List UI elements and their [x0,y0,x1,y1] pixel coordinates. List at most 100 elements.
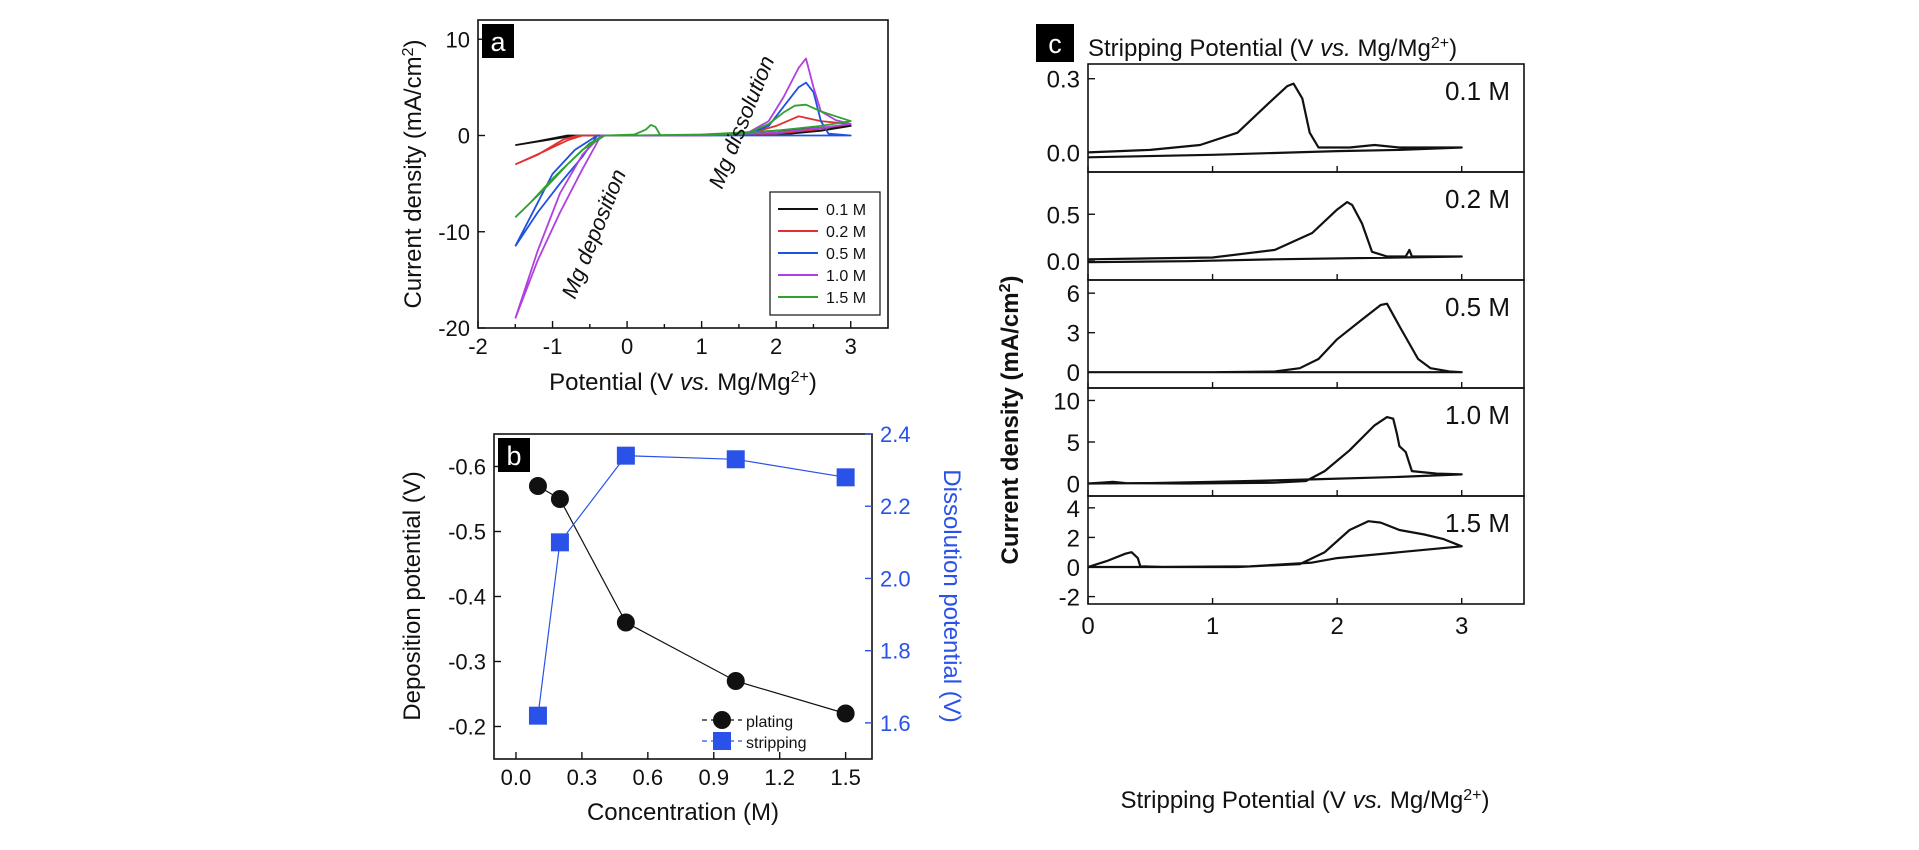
panel-c-y-tick-label: 2 [1067,525,1080,552]
panel-a-label: a [490,27,506,57]
panel-c-label: c [1048,29,1062,59]
panel-a-xlabel: Potential (V vs. Mg/Mg2+) [549,369,817,397]
panel-b-y-tick-label: -0.3 [448,650,486,675]
series-line-plating [537,485,846,715]
panel-b-y2-tick-label: 1.6 [880,711,911,736]
panel-b-y2-tick-label: 2.0 [880,566,911,591]
panel-a-legend: 0.1 M 0.2 M 0.5 M 1.0 M 1.5 M [769,191,881,316]
panel-c-concentration-label: 0.5 M [1445,292,1510,322]
data-point-plating [550,490,569,508]
panel-b-legend: plating stripping [702,711,806,752]
legend-label-0-1-m: 0.1 M [826,202,866,219]
panel-c-y-tick-label: 6 [1067,281,1080,308]
panel-b-y2-tick-label: 1.8 [880,639,911,664]
panel-c-ylabel: Current density (mA/cm2) [997,276,1025,565]
panel-a-annotation-deposition: Mg deposition [556,165,630,301]
panel-b-y-tick-label: -0.6 [448,455,486,480]
legend-label-0-2-m: 0.2 M [826,224,866,241]
panel-b-x-tick-label: 0.6 [633,765,664,790]
panel-b-ylabel: Deposition potential (V) [399,471,426,720]
panel-a-x-tick-label: 2 [770,334,782,359]
panel-a-y-tick-label: 10 [446,27,470,52]
legend-label-1-0-m: 1.0 M [826,268,866,285]
panel-c-concentration-label: 0.1 M [1445,76,1510,106]
panel-a-x-tick-label: 1 [696,334,708,359]
panel-a-x-tick-label: 0 [621,334,633,359]
panel-c-concentration-label: 0.2 M [1445,184,1510,214]
panel-c-y-tick-label: 0 [1067,360,1080,387]
panel-b-y-tick-label: -0.5 [448,520,486,545]
data-point-plating [836,704,855,723]
series-line-0-1-m [1087,82,1463,159]
panel-c-subplot-1-5-m: -2 0 24 1.5 M [1059,495,1525,612]
panel-a-x-tick-label: -1 [543,334,563,359]
panel-c-y-tick-label: 0.0 [1047,249,1080,276]
legend-plating-label: plating [746,714,793,731]
series-line-0-2-m [514,115,852,166]
panel-c-x-tick-label: 0 [1081,613,1094,640]
panel-c-y-tick-label: 10 [1053,388,1080,415]
series-line-0-2-m [1087,201,1463,264]
series-line-1-5-m [1087,520,1463,569]
data-point-plating [528,477,547,495]
panel-c-top-title: Stripping Potential (V vs. Mg/Mg2+) [1088,35,1457,63]
panel-c-subplot-frame [1087,495,1525,605]
panel-a-plot-frame [477,19,889,329]
series-line-stripping [537,455,846,716]
legend-stripping-label: stripping [746,735,806,752]
panel-b-y2-tick-label: 2.4 [880,422,911,447]
series-line-1-0-m [1087,416,1463,485]
panel-c-subplot-0-1-m: 0.0 0.3 0.1 M [1047,63,1525,173]
panel-c-y-tick-label: 0.3 [1047,67,1080,94]
series-line-1-5-m [514,103,852,218]
panel-c-y-tick-label: 0 [1067,555,1080,582]
panel-b-y-tick-label: -0.2 [448,715,486,740]
panel-c-y-tick-label: 3 [1067,321,1080,348]
legend-stripping-marker [713,732,731,750]
legend-label-0-5-m: 0.5 M [826,246,866,263]
panel-c-x-tick-label: 2 [1330,613,1343,640]
panel-b-x-tick-label: 1.2 [764,765,795,790]
panel-a-x-tick-label: 3 [845,334,857,359]
data-point-stripping [616,446,635,465]
data-point-stripping [726,450,745,469]
panel-b-x-tick-label: 1.5 [830,765,861,790]
panel-b-y2label: Dissolution potential (V) [938,469,965,722]
panel-c-label-box [1036,24,1074,62]
panel-c-subplot-0-2-m: 0.0 0.5 0.2 M [1047,171,1525,281]
panel-b-plot-frame [493,433,873,760]
panel-b-label-box [498,438,530,472]
panel-b-label: b [506,441,521,471]
panel-a-y-tick-label: -20 [438,316,470,341]
panel-b-y-tick-label: -0.4 [448,585,486,610]
panel-c-y-tick-label: -2 [1059,585,1080,612]
panel-c-x-tick-label: 3 [1455,613,1468,640]
panel-a-y-tick-label: -10 [438,220,470,245]
panel-b-y2-tick-label: 2.2 [880,494,911,519]
panel-a-ylabel: Current density (mA/cm2) [400,40,428,309]
data-point-stripping [836,468,855,487]
data-point-stripping [550,533,569,552]
panel-c-y-tick-label: 0.5 [1047,202,1080,229]
panel-c-subplot-1-0-m: 0 5 10 1.0 M [1053,387,1525,499]
panel-c-xlabel: Stripping Potential (V vs. Mg/Mg2+) [1120,787,1489,815]
panel-c-y-tick-label: 5 [1067,430,1080,457]
data-point-stripping [528,706,547,725]
panel-b-x-tick-label: 0.3 [567,765,598,790]
legend-label-1-5-m: 1.5 M [826,290,866,307]
panel-c-y-tick-label: 0.0 [1047,140,1080,167]
panel-c-concentration-label: 1.5 M [1445,508,1510,538]
panel-c-chart: c Stripping Potential (V vs. Mg/Mg2+) 0.… [997,24,1525,814]
panel-b-chart: 0.0 0.3 0.6 0.9 1.2 1.5 -0.6 -0.5 -0.4 -0.3 -0.2 1.… [399,422,965,826]
panel-c-subplot-0-5-m: 0 3 6 0.5 M [1067,279,1525,389]
panel-b-x-tick-label: 0.0 [501,765,532,790]
data-point-plating [726,672,745,690]
panel-c-y-tick-label: 4 [1067,496,1080,523]
panel-b-xlabel: Concentration (M) [587,799,779,826]
panel-a-label-box [482,24,514,58]
panel-c-concentration-label: 1.0 M [1445,400,1510,430]
series-line-0-5-m [1088,302,1463,374]
panel-b-x-tick-label: 0.9 [698,765,729,790]
